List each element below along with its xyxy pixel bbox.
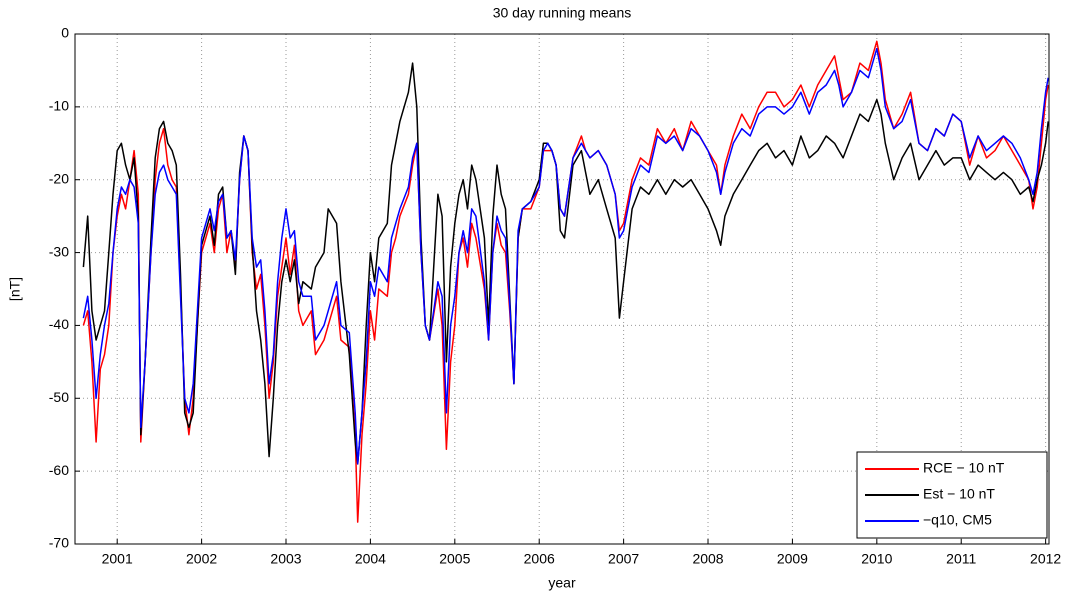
- data-line: [82, 47, 1049, 465]
- y-tick-label: -50: [49, 389, 69, 405]
- y-tick-label: 0: [61, 25, 69, 41]
- legend-label: Est − 10 nT: [923, 486, 995, 502]
- y-tick-label: -70: [49, 535, 69, 551]
- x-tick-label: 2003: [270, 551, 301, 567]
- legend-label: −q10, CM5: [923, 512, 992, 528]
- x-tick-label: 2006: [524, 551, 555, 567]
- legend-box: [856, 451, 1048, 539]
- x-tick-label: 2009: [777, 551, 808, 567]
- data-line: [82, 62, 1049, 465]
- x-axis-label: year: [548, 575, 576, 591]
- x-tick-label: 2004: [355, 551, 386, 567]
- y-tick-label: -20: [49, 170, 69, 186]
- y-tick-label: -40: [49, 316, 69, 332]
- data-line: [82, 40, 1049, 523]
- x-tick-label: 2007: [608, 551, 639, 567]
- x-tick-label: 2012: [1030, 551, 1061, 567]
- x-tick-label: 2008: [692, 551, 723, 567]
- y-tick-label: -60: [49, 462, 69, 478]
- y-axis-label: [nT]: [7, 277, 23, 301]
- x-tick-label: 2011: [946, 551, 976, 567]
- x-tick-label: 2001: [102, 551, 133, 567]
- x-tick-label: 2005: [439, 551, 470, 567]
- x-tick-label: 2010: [861, 551, 892, 567]
- chart-title: 30 day running means: [493, 5, 632, 21]
- plot-frame: [74, 33, 1050, 545]
- y-tick-label: -30: [49, 243, 69, 259]
- legend-label: RCE − 10 nT: [923, 460, 1005, 476]
- x-tick-label: 2002: [186, 551, 217, 567]
- y-tick-label: -10: [49, 98, 69, 114]
